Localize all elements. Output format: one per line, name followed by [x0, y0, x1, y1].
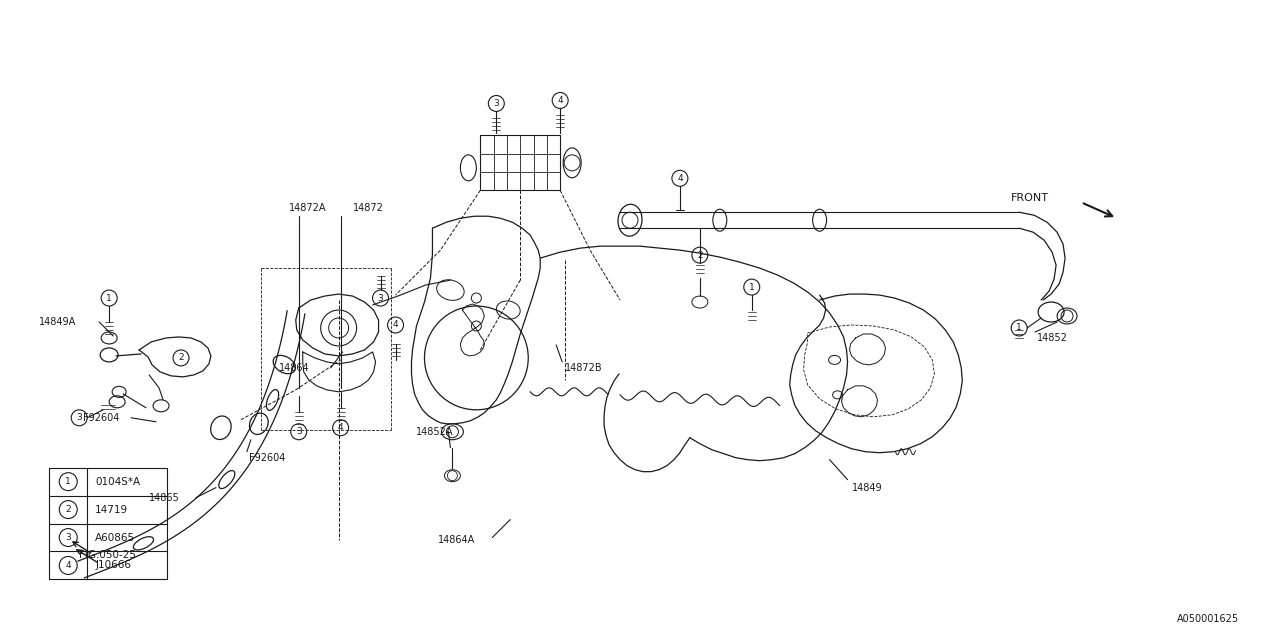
Text: A050001625: A050001625 — [1176, 614, 1239, 625]
Text: 14864A: 14864A — [439, 534, 476, 545]
Text: F92604: F92604 — [248, 452, 285, 463]
Text: FRONT: FRONT — [1011, 193, 1050, 204]
Text: 14872A: 14872A — [289, 204, 326, 213]
Text: 14849A: 14849A — [40, 317, 77, 327]
Text: 14719: 14719 — [95, 504, 128, 515]
Text: 3: 3 — [296, 428, 302, 436]
Text: 4: 4 — [393, 321, 398, 330]
Text: 14852: 14852 — [1037, 333, 1068, 343]
Text: 0104S*A: 0104S*A — [95, 477, 141, 486]
Text: 1: 1 — [106, 294, 113, 303]
Text: 4: 4 — [338, 423, 343, 432]
Text: 3: 3 — [77, 413, 82, 422]
Text: 2: 2 — [178, 353, 184, 362]
Text: FIG.050-25: FIG.050-25 — [79, 550, 136, 561]
Text: 2: 2 — [65, 505, 72, 514]
Text: 1: 1 — [1016, 323, 1021, 333]
Text: 14865: 14865 — [148, 493, 179, 502]
Text: 4: 4 — [65, 561, 72, 570]
Text: 14864: 14864 — [279, 363, 310, 373]
Text: J10666: J10666 — [95, 561, 131, 570]
Text: 14872: 14872 — [352, 204, 384, 213]
Text: 4: 4 — [677, 174, 682, 183]
Text: 1: 1 — [749, 283, 755, 292]
Text: 3: 3 — [65, 533, 72, 542]
Text: 3: 3 — [493, 99, 499, 108]
Text: F92604: F92604 — [83, 413, 119, 423]
Text: 4: 4 — [557, 96, 563, 105]
Text: 3: 3 — [378, 294, 384, 303]
Text: 2: 2 — [698, 251, 703, 260]
Text: 14852A: 14852A — [416, 427, 453, 436]
Text: 1: 1 — [65, 477, 72, 486]
Text: A60865: A60865 — [95, 532, 136, 543]
Text: 14849: 14849 — [851, 483, 882, 493]
Text: 14872B: 14872B — [566, 363, 603, 373]
